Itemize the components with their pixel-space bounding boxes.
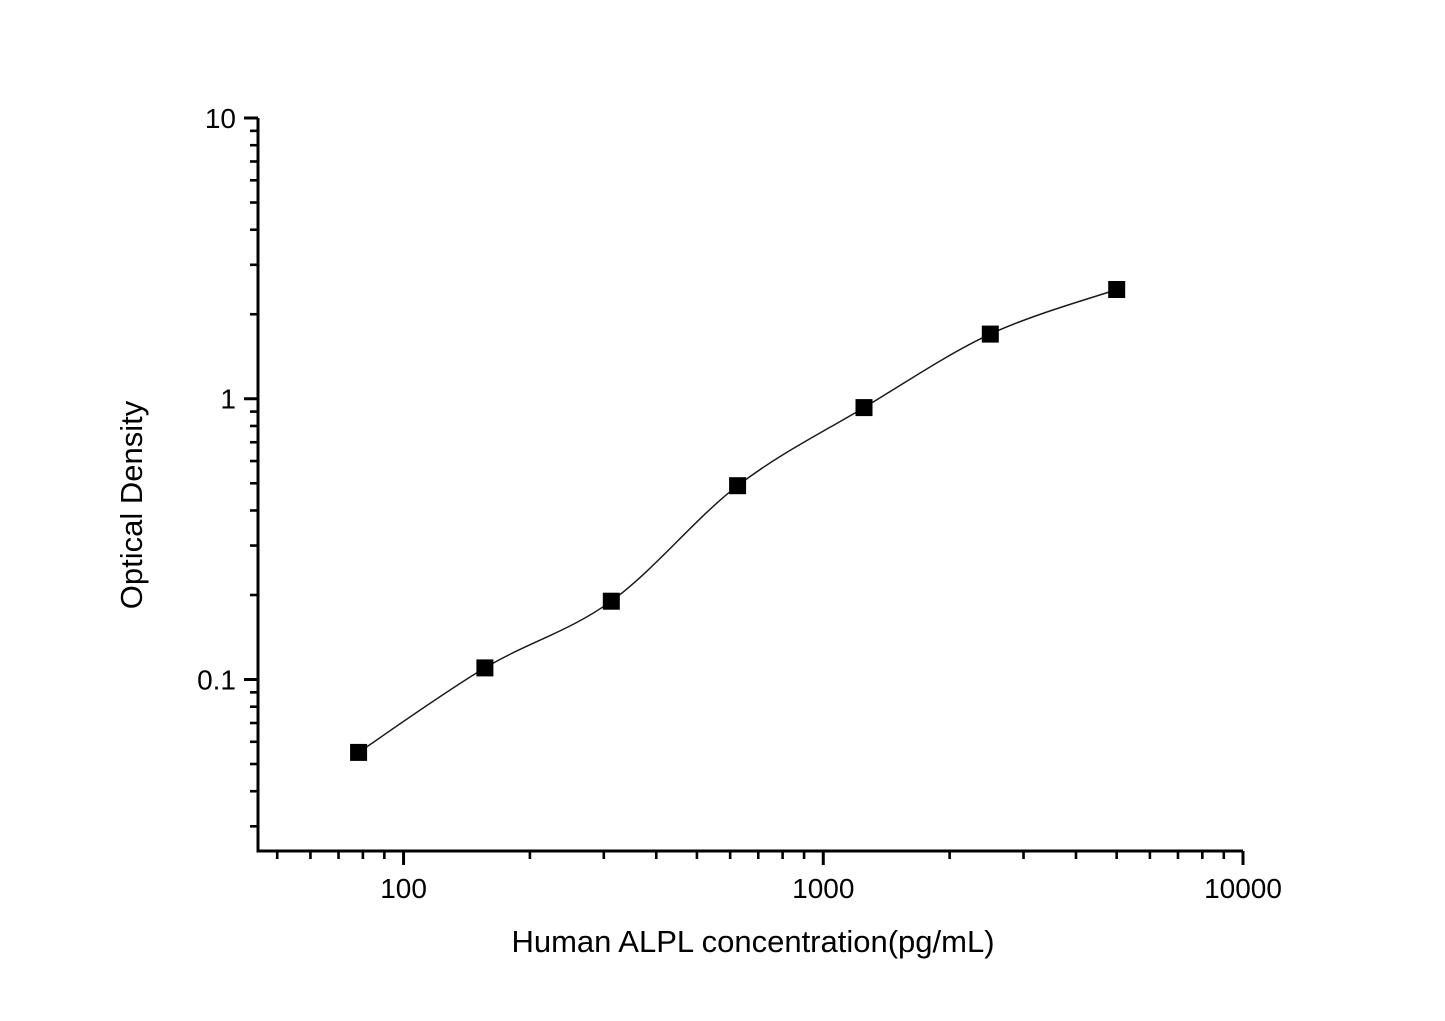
y-axis-title: Optical Density	[114, 400, 149, 609]
fit-curve-line	[358, 288, 1117, 754]
data-point-marker	[1108, 281, 1126, 298]
y-axis-tick-label: 10	[205, 103, 236, 134]
data-point-marker	[855, 399, 873, 417]
axis-lines	[256, 118, 1243, 853]
axis-ticks	[244, 116, 1245, 865]
data-point-marker	[729, 477, 747, 495]
data-point-marker	[350, 743, 368, 761]
axes	[256, 118, 1243, 853]
axis-tick-labels: 100 1000 10000 0.1 1 10	[197, 103, 1282, 904]
y-axis-tick-label: 1	[220, 384, 236, 415]
data-point-marker	[602, 592, 620, 610]
x-axis-tick-label: 10000	[1204, 873, 1282, 904]
data-point-marker	[476, 659, 494, 677]
data-point-marker	[981, 325, 999, 343]
x-axis-tick-label: 1000	[792, 873, 854, 904]
x-axis-tick-label: 100	[380, 873, 427, 904]
y-axis-tick-label: 0.1	[197, 664, 236, 695]
data-series	[350, 281, 1126, 761]
x-axis-title: Human ALPL concentration(pg/mL)	[511, 924, 994, 959]
